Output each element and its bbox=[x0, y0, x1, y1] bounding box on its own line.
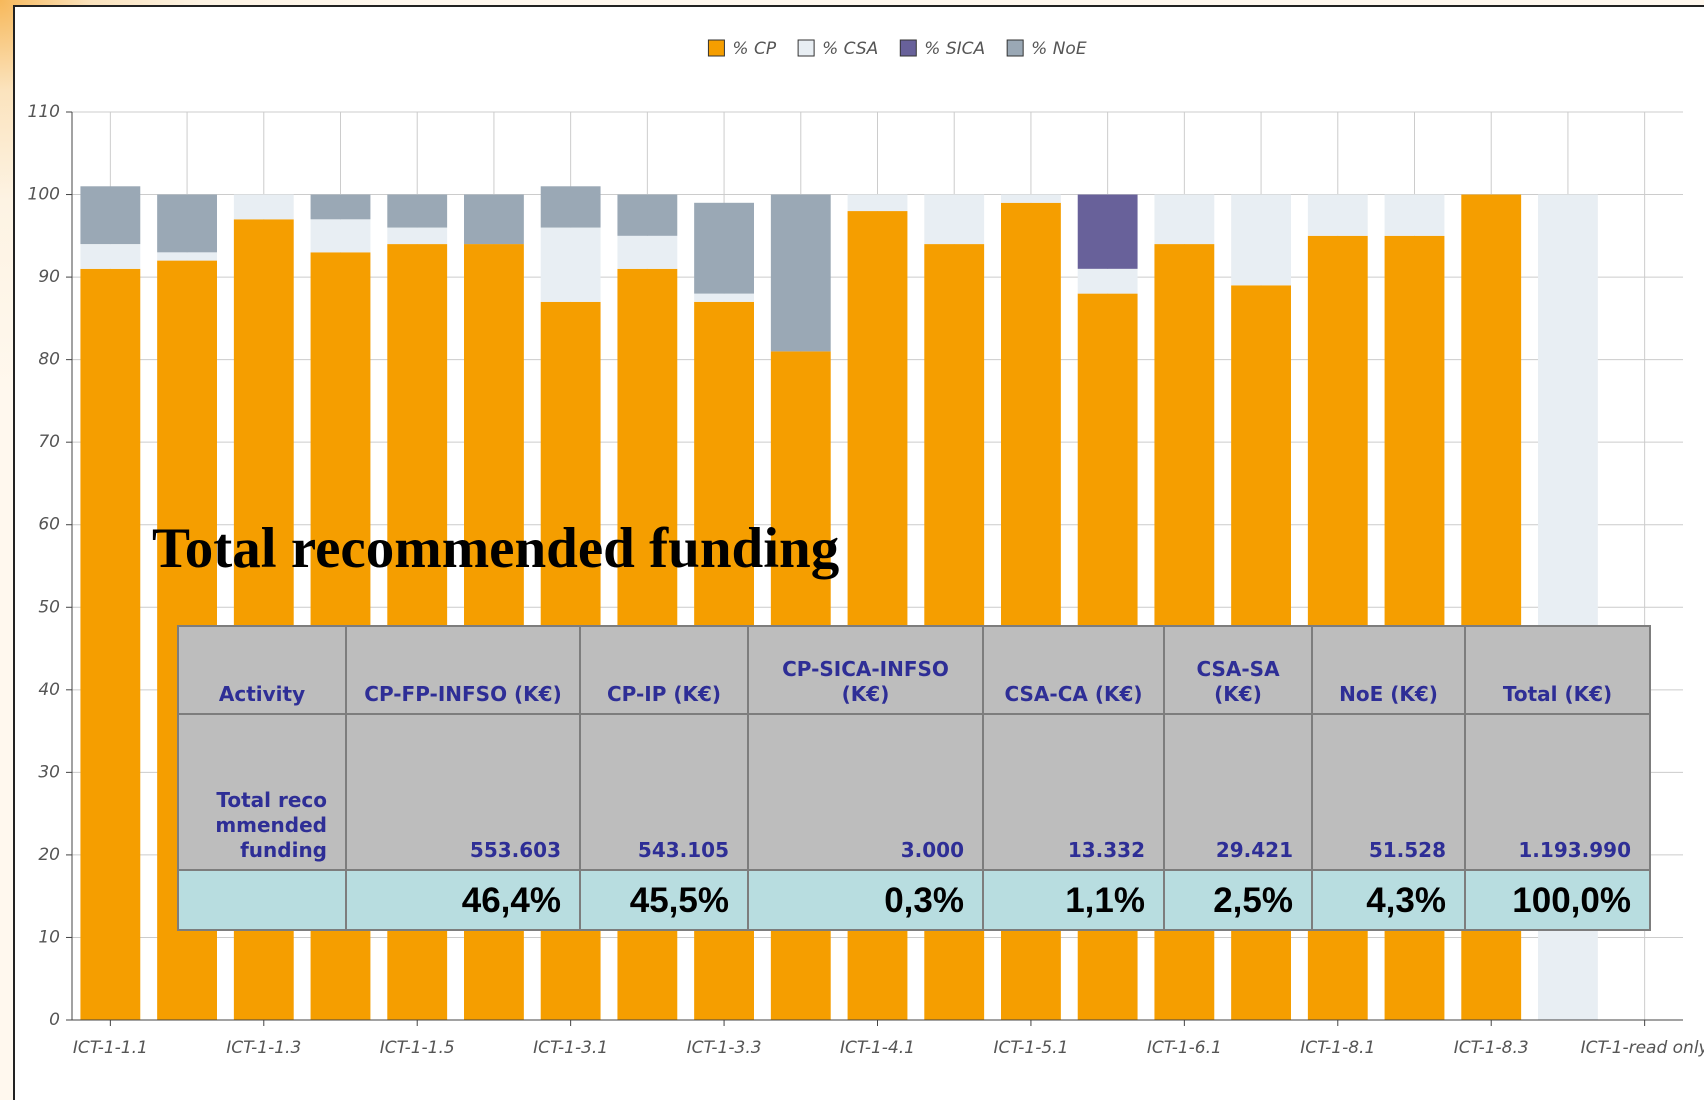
table-cell: CP-SICA-INFSO (K€) bbox=[747, 625, 984, 715]
legend-swatch bbox=[797, 39, 815, 57]
table-cell: 2,5% bbox=[1163, 869, 1313, 931]
bar-segment bbox=[157, 194, 217, 253]
table-row: Total recommended funding 553.603 543.105 3… bbox=[177, 713, 1651, 871]
bar-segment bbox=[694, 293, 754, 302]
bar-segment bbox=[1077, 194, 1138, 269]
y-tick-label: 30 bbox=[38, 762, 60, 782]
table-cell: CP-FP-INFSO (K€) bbox=[345, 625, 581, 715]
legend-label: % NoE bbox=[1031, 39, 1087, 59]
table-cell: Activity bbox=[177, 625, 347, 715]
legend-swatch bbox=[707, 39, 725, 57]
table-cell: CSA-CA (K€) bbox=[982, 625, 1165, 715]
bar-segment bbox=[80, 244, 141, 269]
y-tick-label: 0 bbox=[49, 1010, 60, 1030]
bar-segment bbox=[157, 252, 217, 261]
table-cell: 100,0% bbox=[1464, 869, 1651, 931]
y-tick-label: 20 bbox=[38, 845, 60, 865]
y-tick-label: 60 bbox=[38, 515, 60, 535]
table-cell: 46,4% bbox=[345, 869, 581, 931]
x-tick-label: ICT-1-6.1 bbox=[1147, 1038, 1222, 1058]
bar-segment bbox=[387, 227, 448, 245]
legend-label: % CP bbox=[732, 39, 776, 59]
table-cell: NoE (K€) bbox=[1311, 625, 1466, 715]
x-tick-label: ICT-1-read only bbox=[1581, 1038, 1704, 1058]
table-cell: 13.332 bbox=[982, 713, 1165, 871]
table-row: Activity CP-FP-INFSO (K€) CP-IP (K€) CP-SIC… bbox=[177, 625, 1651, 715]
table-cell: 543.105 bbox=[579, 713, 749, 871]
y-tick-label: 50 bbox=[38, 597, 60, 617]
table-cell: Total (K€) bbox=[1464, 625, 1651, 715]
y-tick-label: 80 bbox=[38, 350, 60, 370]
table-cell: 553.603 bbox=[345, 713, 581, 871]
bar-segment bbox=[770, 194, 831, 352]
bar-segment bbox=[1154, 194, 1215, 245]
table-cell: Total recommended funding bbox=[177, 713, 347, 871]
table-cell: 1,1% bbox=[982, 869, 1165, 931]
bar-segment bbox=[694, 202, 754, 294]
table-cell: 45,5% bbox=[579, 869, 749, 931]
bar-segment bbox=[617, 235, 678, 269]
table-cell: CSA-SA (K€) bbox=[1163, 625, 1313, 715]
bar-segment bbox=[80, 268, 141, 1020]
x-tick-label: ICT-1-1.1 bbox=[73, 1038, 148, 1058]
bar-segment bbox=[1384, 194, 1445, 236]
y-tick-label: 110 bbox=[28, 102, 60, 122]
table-cell: 4,3% bbox=[1311, 869, 1466, 931]
table-cell: 1.193.990 bbox=[1464, 713, 1651, 871]
heading: Total recommended funding bbox=[152, 517, 840, 580]
x-tick-label: ICT-1-1.5 bbox=[380, 1038, 455, 1058]
bar-segment bbox=[1001, 194, 1061, 203]
legend-label: % SICA bbox=[924, 39, 985, 59]
table-cell: 0,3% bbox=[747, 869, 984, 931]
x-tick-label: ICT-1-4.1 bbox=[840, 1038, 915, 1058]
legend-swatch bbox=[1006, 39, 1024, 57]
bar-segment bbox=[847, 194, 908, 212]
bar-segment bbox=[387, 194, 448, 228]
y-tick-label: 10 bbox=[38, 927, 60, 947]
table-cell: 29.421 bbox=[1163, 713, 1313, 871]
funding-table: Activity CP-FP-INFSO (K€) CP-IP (K€) CP-SIC… bbox=[177, 625, 1651, 931]
bar-segment bbox=[310, 219, 371, 253]
table-cell: 3.000 bbox=[747, 713, 984, 871]
y-tick-label: 70 bbox=[38, 432, 60, 452]
x-tick-label: ICT-1-1.3 bbox=[226, 1038, 301, 1058]
x-tick-label: ICT-1-3.1 bbox=[533, 1038, 608, 1058]
table-cell: CP-IP (K€) bbox=[579, 625, 749, 715]
table-cell bbox=[177, 869, 347, 931]
bar-segment bbox=[924, 194, 985, 245]
bar-segment bbox=[1077, 268, 1138, 294]
x-tick-label: ICT-1-8.1 bbox=[1300, 1038, 1375, 1058]
bar-segment bbox=[80, 186, 141, 245]
table-row: 46,4% 45,5% 0,3% 1,1% 2,5% 4,3% 100,0% bbox=[177, 869, 1651, 931]
bar-segment bbox=[540, 186, 601, 228]
bar-segment bbox=[464, 194, 524, 245]
table-cell: 51.528 bbox=[1311, 713, 1466, 871]
bar-segment bbox=[1231, 194, 1291, 286]
legend-swatch bbox=[899, 39, 917, 57]
bar-segment bbox=[310, 194, 371, 220]
y-tick-label: 40 bbox=[38, 680, 60, 700]
x-tick-label: ICT-1-5.1 bbox=[993, 1038, 1068, 1058]
bar-segment bbox=[540, 227, 601, 302]
legend-label: % CSA bbox=[822, 39, 878, 59]
y-tick-label: 100 bbox=[28, 185, 60, 205]
bar-segment bbox=[233, 194, 294, 220]
x-tick-label: ICT-1-3.3 bbox=[687, 1038, 762, 1058]
bar-segment bbox=[617, 194, 678, 236]
bar-segment bbox=[1307, 194, 1368, 236]
x-tick-label: ICT-1-8.3 bbox=[1454, 1038, 1529, 1058]
y-tick-label: 90 bbox=[38, 267, 60, 287]
